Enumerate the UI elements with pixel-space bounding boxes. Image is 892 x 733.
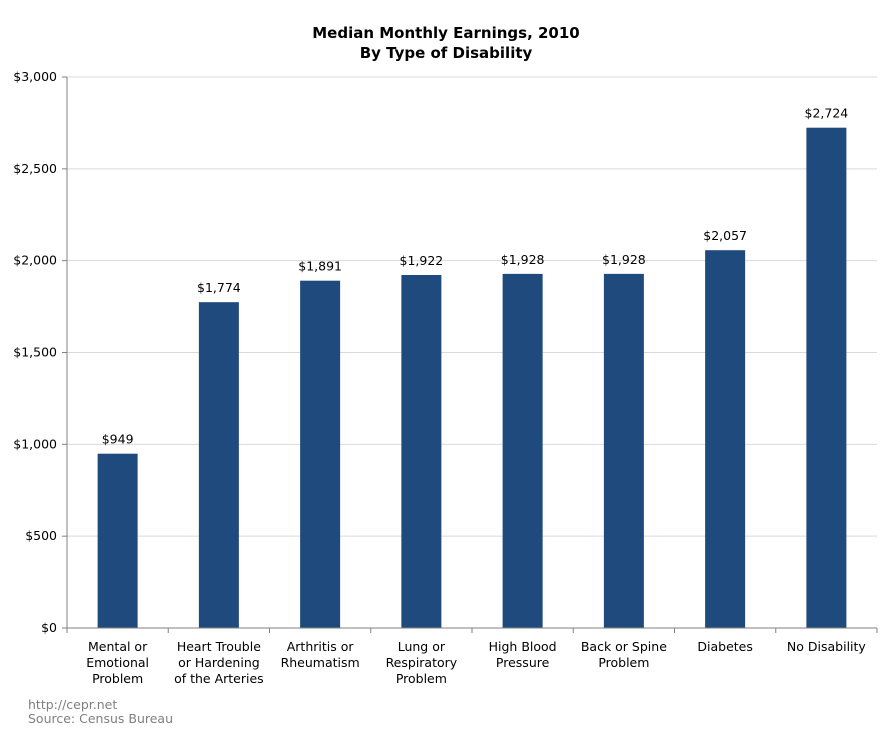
bar — [502, 273, 543, 628]
gridlines — [67, 76, 877, 537]
bar — [705, 250, 746, 628]
chart-subtitle: By Type of Disability — [360, 44, 533, 62]
data-label: $949 — [102, 432, 134, 447]
footer-url: http://cepr.net — [28, 697, 118, 712]
bars — [97, 127, 847, 628]
y-tick-label: $1,000 — [13, 436, 57, 451]
bar — [603, 273, 644, 628]
x-category-label: No Disability — [787, 639, 866, 654]
data-label: $2,724 — [805, 106, 849, 121]
y-tick-label: $2,000 — [13, 253, 57, 268]
x-category-label: High Blood Pressure — [489, 639, 557, 670]
y-tick-label: $1,500 — [13, 345, 57, 360]
x-category-label: Arthritis or Rheumatism — [281, 639, 360, 670]
x-category-label: Mental or Emotional Problem — [86, 639, 149, 686]
data-label: $1,891 — [298, 259, 342, 274]
data-label: $1,922 — [400, 253, 444, 268]
bar — [806, 127, 847, 628]
y-tick-label: $3,000 — [13, 69, 57, 84]
labels: $0 $500 $1,000 $1,500 $2,000 $2,500 $3,000 $949… — [13, 69, 866, 686]
data-label: $2,057 — [703, 228, 747, 243]
bar — [198, 302, 239, 628]
axes — [62, 76, 878, 633]
y-tick-label: $0 — [41, 620, 57, 635]
bar — [401, 274, 442, 628]
data-label: $1,928 — [501, 252, 545, 267]
x-category-label: Heart Trouble or Hardening of the Arteries — [174, 639, 264, 686]
data-label: $1,928 — [602, 252, 646, 267]
data-label: $1,774 — [197, 280, 241, 295]
y-tick-label: $2,500 — [13, 161, 57, 176]
x-category-label: Lung or Respiratory Problem — [386, 639, 458, 686]
bar — [97, 453, 138, 628]
x-category-label: Diabetes — [697, 639, 753, 654]
chart-title: Median Monthly Earnings, 2010 — [312, 24, 580, 42]
x-category-label: Back or Spine Problem — [581, 639, 667, 670]
footer-source: Source: Census Bureau — [28, 711, 174, 726]
y-tick-label: $500 — [25, 528, 57, 543]
bar — [300, 280, 341, 628]
